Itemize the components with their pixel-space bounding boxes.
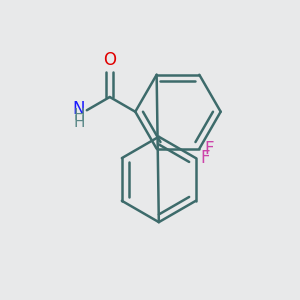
Text: H: H xyxy=(74,115,85,130)
Text: N: N xyxy=(73,100,85,118)
Text: F: F xyxy=(204,140,214,158)
Text: H: H xyxy=(74,108,85,123)
Text: O: O xyxy=(103,51,116,69)
Text: F: F xyxy=(200,149,210,167)
